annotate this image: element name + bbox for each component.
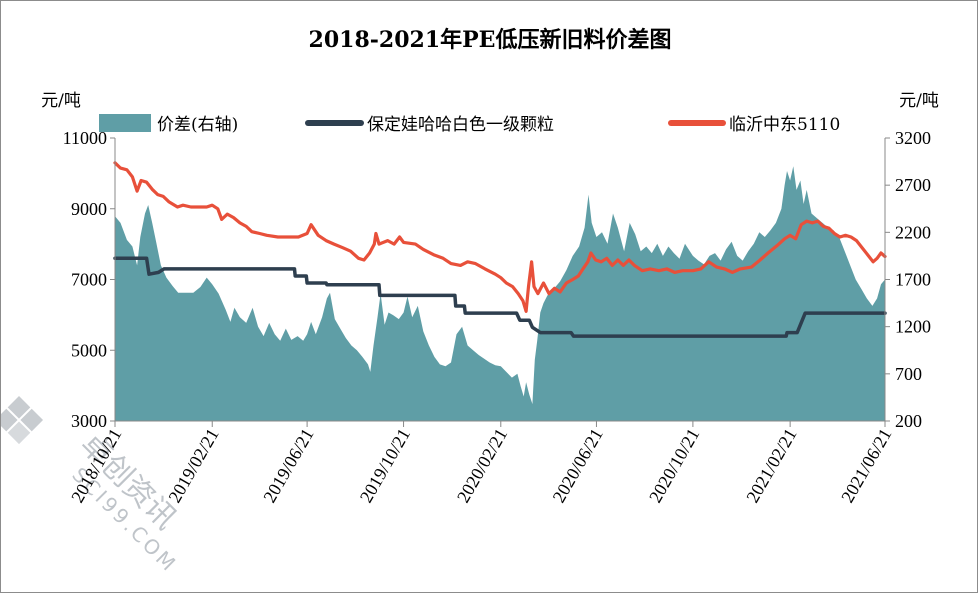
right-tick-label: 3200: [895, 128, 931, 148]
left-tick-label: 9000: [71, 199, 107, 219]
spread-area: [115, 166, 885, 421]
right-axis-unit: 元/吨: [899, 91, 939, 111]
legend-label-wahaha: 保定娃哈哈白色一级颗粒: [367, 115, 554, 135]
x-tick-label: 2020/02/21: [453, 425, 511, 506]
right-tick-label: 1700: [895, 270, 931, 290]
left-axis-unit: 元/吨: [41, 91, 81, 111]
right-tick-label: 200: [895, 411, 922, 431]
left-tick-label: 5000: [71, 340, 107, 360]
x-tick-label: 2019/02/21: [164, 425, 222, 506]
legend: 价差(右轴) 保定娃哈哈白色一级颗粒 临沂中东5110: [99, 114, 840, 135]
spread-area-layer: [115, 166, 885, 421]
left-tick-label: 11000: [63, 128, 107, 148]
x-tick-label: 2019/10/21: [356, 425, 414, 506]
x-tick-label: 2021/02/21: [742, 425, 800, 506]
wahaha-price-line: [113, 256, 887, 338]
left-axis-ticks: 3000 5000 7000 9000 11000: [63, 128, 115, 431]
right-tick-label: 700: [895, 364, 922, 384]
right-axis-ticks: 200 700 1200 1700 2200 2700 3200: [885, 128, 931, 431]
chart-title: 2018-2021年PE低压新旧料价差图: [309, 27, 672, 53]
right-tick-label: 1200: [895, 317, 931, 337]
left-tick-label: 3000: [71, 411, 107, 431]
legend-label-linyi: 临沂中东5110: [729, 115, 840, 135]
legend-label-spread: 价差(右轴): [157, 115, 238, 135]
x-tick-label: 2020/06/21: [549, 425, 607, 506]
x-tick-label: 2021/06/21: [837, 425, 895, 506]
linyi-price-line: [113, 161, 887, 313]
x-tick-label: 2020/10/21: [645, 425, 703, 506]
price-lines-layer: [113, 161, 887, 338]
right-tick-label: 2200: [895, 222, 931, 242]
legend-swatch-spread: [99, 114, 151, 132]
x-tick-label: 2019/06/21: [259, 425, 317, 506]
right-tick-label: 2700: [895, 175, 931, 195]
x-axis-ticks: 2018/10/21 2019/02/21 2019/06/21 2019/10/21…: [67, 421, 895, 506]
left-tick-label: 7000: [71, 270, 107, 290]
